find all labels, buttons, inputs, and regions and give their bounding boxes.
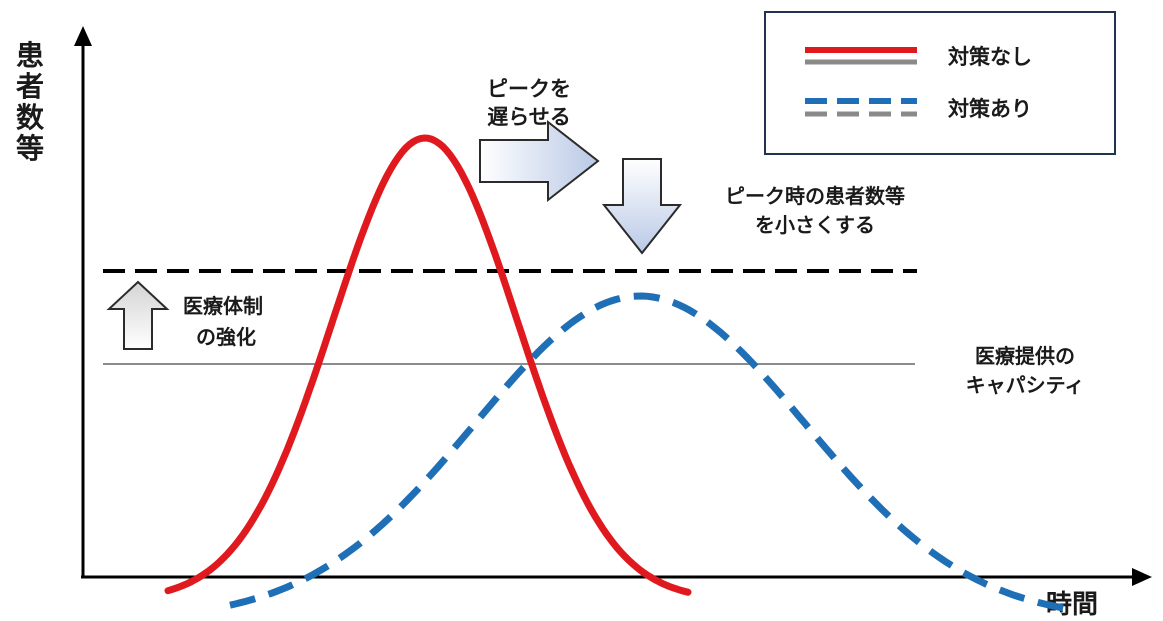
y-axis-arrowhead (74, 26, 92, 46)
curve-with-measures (229, 292, 1066, 612)
up-arrow-icon (106, 280, 170, 350)
legend: 対策なし 対策あり (764, 11, 1116, 155)
delay-peak-label-line-1: ピークを (487, 77, 571, 101)
y-axis-label-char-2: 者 (16, 70, 44, 103)
capacity-label-line-1: 医療提供の (975, 344, 1075, 368)
delay-peak-label-line-2: 遅らせる (487, 105, 571, 129)
y-axis-label-char-1: 患 (16, 39, 44, 72)
capacity-label-line-2: キャパシティ (966, 373, 1085, 397)
right-arrow-icon (479, 119, 600, 203)
curve-without-measures (164, 134, 692, 596)
legend-label-without-measures: 対策なし (948, 45, 1032, 69)
reduce-peak-label-line-1: ピーク時の患者数等 (725, 184, 905, 208)
down-arrow-icon (601, 158, 683, 255)
strengthen-care-label-line-2: の強化 (196, 325, 256, 349)
legend-frame (764, 11, 1116, 155)
reduce-peak-label-line-2: を小さくする (755, 213, 875, 237)
x-axis-arrowhead (1132, 568, 1152, 586)
y-axis-label-char-3: 数 (16, 101, 45, 134)
y-axis-label-char-4: 等 (16, 132, 44, 165)
strengthen-care-label-line-1: 医療体制 (183, 294, 263, 318)
legend-label-with-measures: 対策あり (948, 97, 1032, 121)
